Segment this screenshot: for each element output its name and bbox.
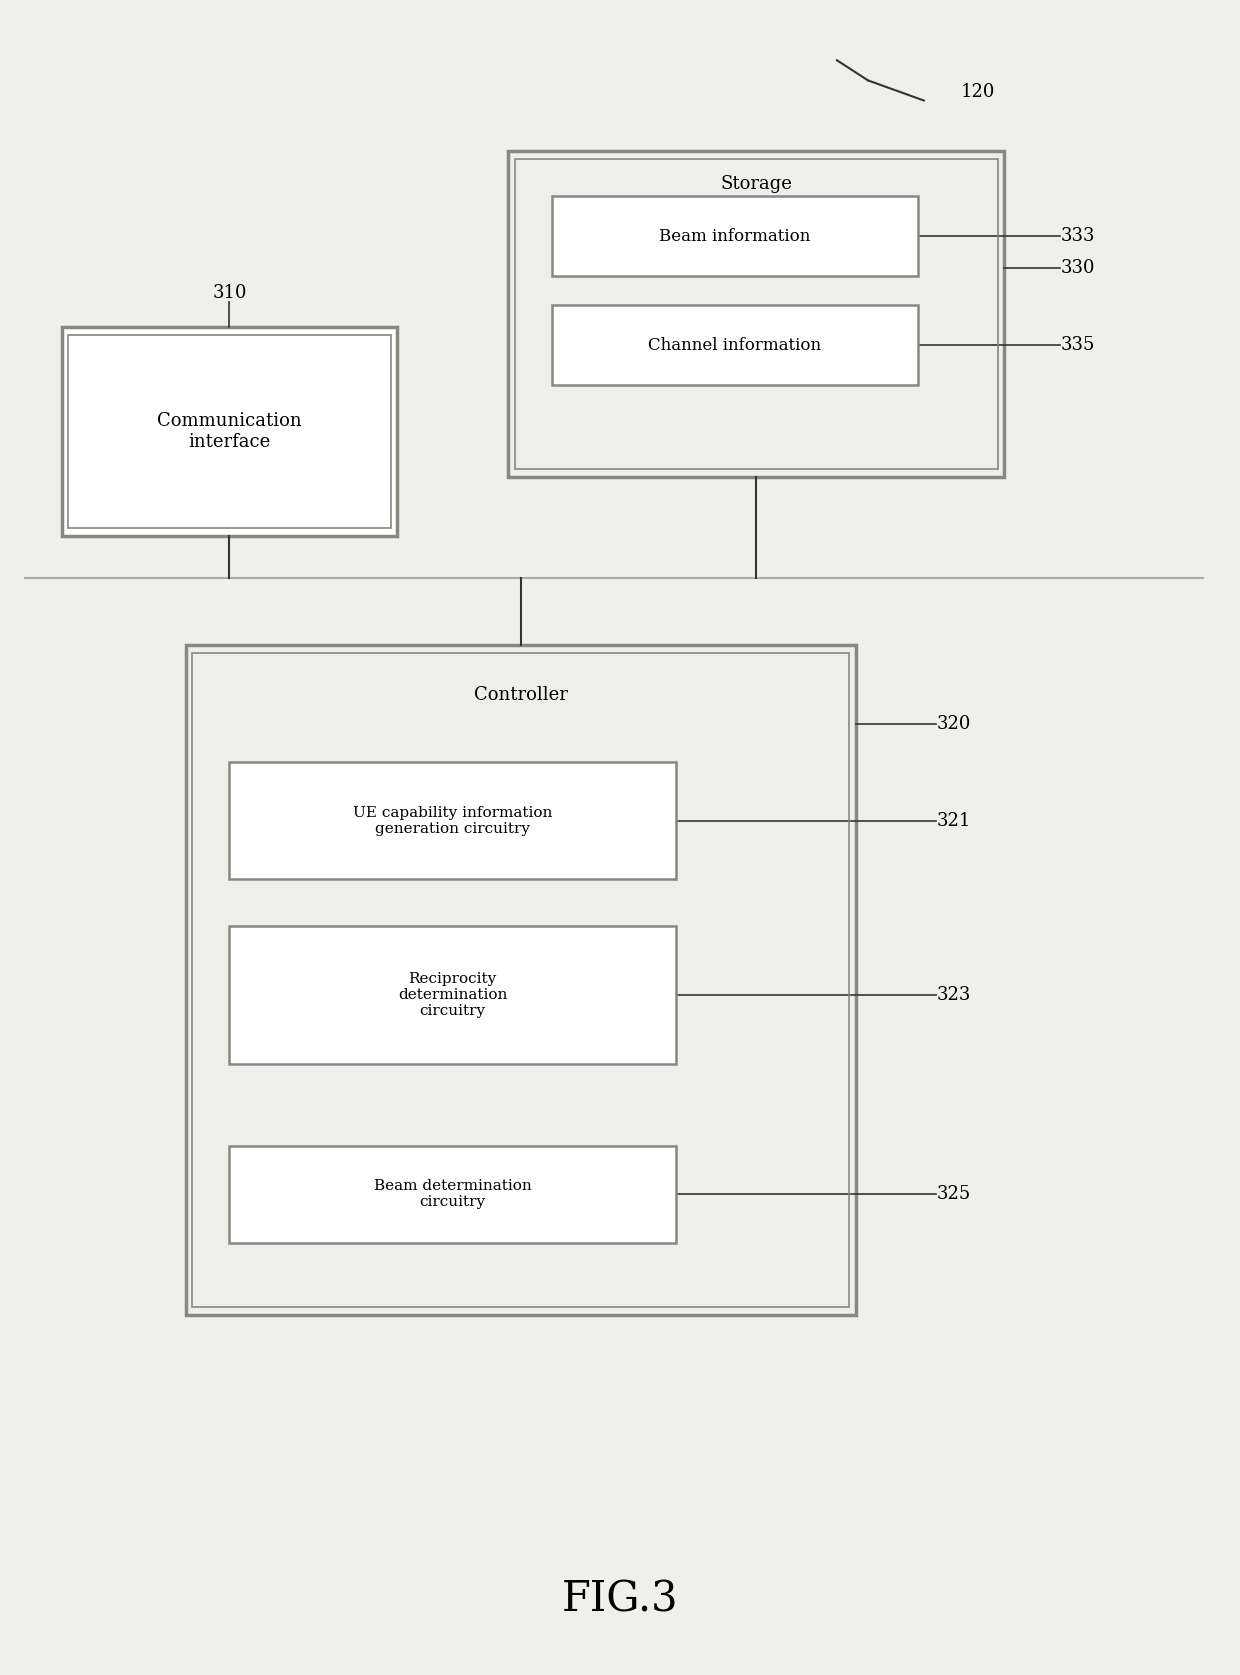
Text: Communication
interface: Communication interface: [157, 412, 301, 451]
FancyBboxPatch shape: [186, 645, 856, 1315]
Text: Channel information: Channel information: [649, 337, 821, 353]
FancyBboxPatch shape: [62, 327, 397, 536]
Text: Reciprocity
determination
circuitry: Reciprocity determination circuitry: [398, 971, 507, 1018]
Text: Controller: Controller: [474, 687, 568, 704]
Text: Beam determination
circuitry: Beam determination circuitry: [373, 1179, 532, 1209]
Text: 333: 333: [1060, 228, 1095, 245]
Text: 330: 330: [1060, 260, 1095, 276]
Text: 321: 321: [936, 812, 971, 829]
Text: FIG.3: FIG.3: [562, 1578, 678, 1621]
Text: Beam information: Beam information: [658, 228, 811, 245]
Text: 325: 325: [936, 1186, 971, 1203]
FancyBboxPatch shape: [229, 762, 676, 879]
FancyBboxPatch shape: [229, 1146, 676, 1243]
FancyBboxPatch shape: [508, 151, 1004, 477]
Text: 120: 120: [961, 84, 996, 100]
FancyBboxPatch shape: [229, 926, 676, 1064]
Text: 323: 323: [936, 987, 971, 1003]
Text: 335: 335: [1060, 337, 1095, 353]
Text: Storage: Storage: [720, 176, 792, 193]
Text: UE capability information
generation circuitry: UE capability information generation cir…: [353, 806, 552, 836]
FancyBboxPatch shape: [552, 305, 918, 385]
FancyBboxPatch shape: [552, 196, 918, 276]
Text: 310: 310: [212, 283, 247, 302]
Text: 320: 320: [936, 715, 971, 732]
